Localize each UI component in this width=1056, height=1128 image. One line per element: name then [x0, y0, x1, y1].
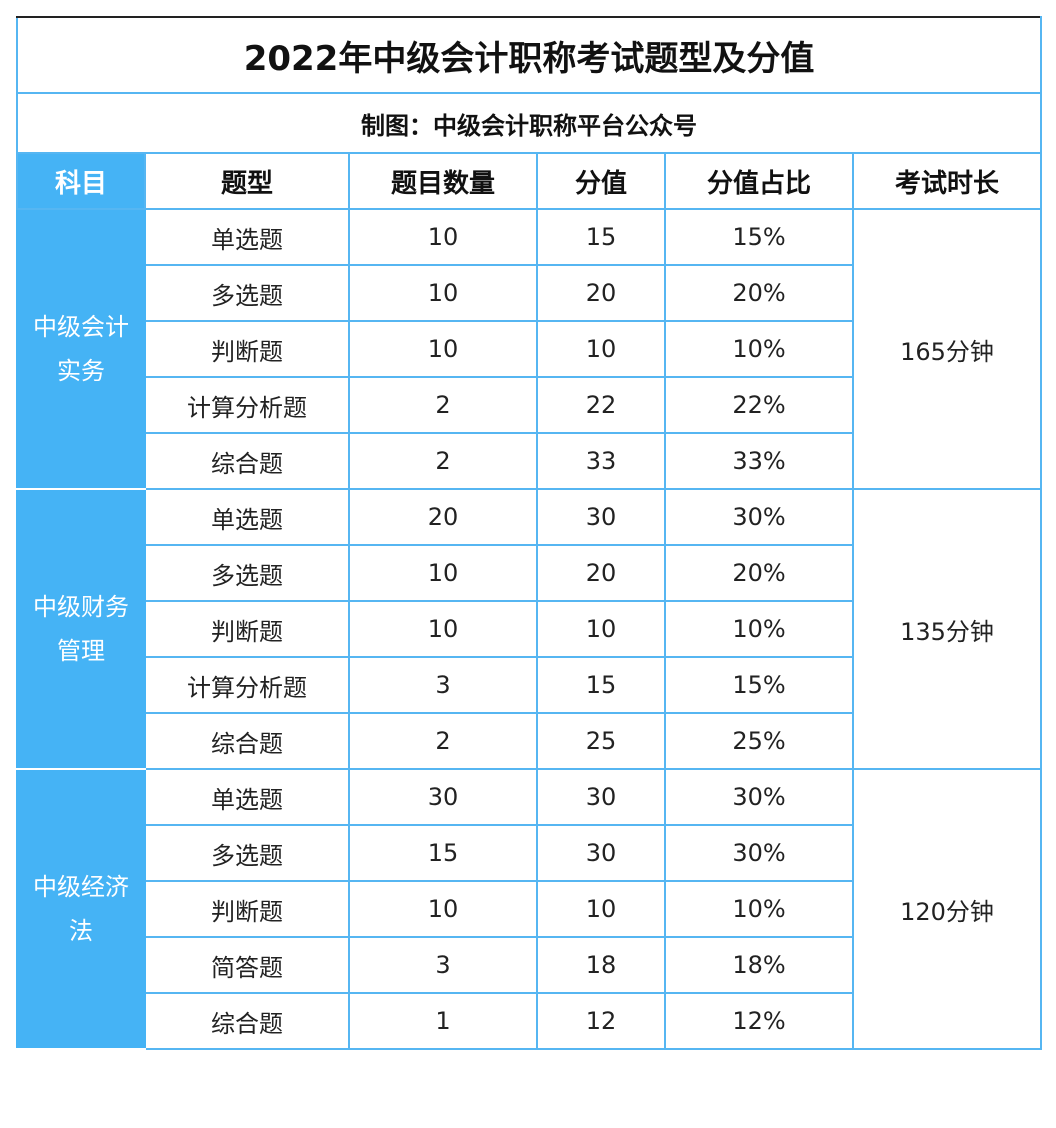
cell: 判断题 [144, 880, 350, 938]
cell: 20 [536, 544, 666, 602]
cell: 10 [536, 320, 666, 378]
cell: 多选题 [144, 824, 350, 882]
cell: 计算分析题 [144, 656, 350, 714]
cell: 18% [664, 936, 854, 994]
data-row: 判断题 10 10 10% [17, 880, 1041, 938]
data-row: 综合题 2 25 25% [17, 712, 1041, 770]
duration-cell: 165分钟 [851, 208, 1043, 490]
table-body: 2022年中级会计职称考试题型及分值 制图：中级会计职称平台公众号 科目 题型 题目… [15, 16, 1043, 1050]
cell: 2 [348, 432, 538, 490]
cell: 30% [664, 824, 854, 882]
title-row: 2022年中级会计职称考试题型及分值 [15, 16, 1043, 94]
header-cell: 题型 [144, 152, 350, 210]
cell: 10 [348, 320, 538, 378]
cell: 多选题 [144, 544, 350, 602]
subtitle: 制图：中级会计职称平台公众号 [15, 92, 1043, 154]
duration-cell: 120分钟 [851, 768, 1043, 1050]
cell: 综合题 [144, 712, 350, 770]
cell: 30% [664, 768, 854, 826]
cell: 判断题 [144, 320, 350, 378]
cell: 25 [536, 712, 666, 770]
cell: 判断题 [144, 600, 350, 658]
cell: 10 [348, 600, 538, 658]
data-row: 判断题 10 10 10% [17, 600, 1041, 658]
score-table: 2022年中级会计职称考试题型及分值 制图：中级会计职称平台公众号 科目 题型 题目… [15, 16, 1043, 1050]
data-row: 计算分析题 2 22 22% [17, 376, 1041, 434]
cell: 单选题 [144, 768, 350, 826]
data-row: 综合题 2 33 33% [17, 432, 1041, 490]
cell: 10% [664, 600, 854, 658]
data-row: 中级会计实务 单选题 10 15 15% 165分钟 [16, 208, 1043, 490]
cell: 22 [536, 376, 666, 434]
data-row: 中级经济法 单选题 30 30 30% 120分钟 [16, 768, 1043, 1050]
cell: 30 [536, 824, 666, 882]
cell: 33% [664, 432, 854, 490]
cell: 10% [664, 320, 854, 378]
cell: 计算分析题 [144, 376, 350, 434]
cell: 15% [664, 656, 854, 714]
data-row: 中级财务管理 单选题 20 30 30% 135分钟 [16, 488, 1043, 770]
cell: 15 [348, 824, 538, 882]
cell: 综合题 [144, 432, 350, 490]
subject-cell: 中级财务管理 [16, 488, 146, 770]
duration-cell: 135分钟 [851, 488, 1043, 770]
cell: 多选题 [144, 264, 350, 322]
cell: 10 [536, 880, 666, 938]
data-row: 判断题 10 10 10% [17, 320, 1041, 378]
cell: 10 [536, 600, 666, 658]
data-row: 计算分析题 3 15 15% [17, 656, 1041, 714]
cell: 10% [664, 880, 854, 938]
cell: 综合题 [144, 992, 350, 1050]
cell: 15 [536, 656, 666, 714]
subject-cell: 中级经济法 [16, 768, 146, 1050]
cell: 12% [664, 992, 854, 1050]
data-row: 多选题 15 30 30% [17, 824, 1041, 882]
data-row: 简答题 3 18 18% [17, 936, 1041, 994]
header-cell: 分值占比 [664, 152, 854, 210]
subtitle-row: 制图：中级会计职称平台公众号 [15, 92, 1043, 154]
cell: 12 [536, 992, 666, 1050]
header-cell: 题目数量 [348, 152, 538, 210]
header-row: 科目 题型 题目数量 分值 分值占比 考试时长 [16, 152, 1043, 210]
cell: 2 [348, 712, 538, 770]
cell: 1 [348, 992, 538, 1050]
cell: 10 [348, 880, 538, 938]
cell: 22% [664, 376, 854, 434]
cell: 25% [664, 712, 854, 770]
cell: 20% [664, 544, 854, 602]
cell: 15 [536, 208, 666, 266]
data-row: 多选题 10 20 20% [17, 264, 1041, 322]
header-cell: 分值 [536, 152, 666, 210]
cell: 简答题 [144, 936, 350, 994]
title: 2022年中级会计职称考试题型及分值 [15, 16, 1043, 94]
cell: 20% [664, 264, 854, 322]
cell: 30 [536, 488, 666, 546]
cell: 10 [348, 264, 538, 322]
cell: 10 [348, 208, 538, 266]
cell: 单选题 [144, 488, 350, 546]
cell: 3 [348, 936, 538, 994]
cell: 15% [664, 208, 854, 266]
cell: 20 [348, 488, 538, 546]
data-row: 综合题 1 12 12% [17, 992, 1041, 1050]
header-cell: 考试时长 [851, 152, 1043, 210]
cell: 2 [348, 376, 538, 434]
cell: 33 [536, 432, 666, 490]
header-cell: 科目 [16, 152, 146, 210]
cell: 18 [536, 936, 666, 994]
cell: 3 [348, 656, 538, 714]
cell: 30 [348, 768, 538, 826]
cell: 10 [348, 544, 538, 602]
data-row: 多选题 10 20 20% [17, 544, 1041, 602]
cell: 30 [536, 768, 666, 826]
cell: 单选题 [144, 208, 350, 266]
subject-cell: 中级会计实务 [16, 208, 146, 490]
cell: 20 [536, 264, 666, 322]
cell: 30% [664, 488, 854, 546]
